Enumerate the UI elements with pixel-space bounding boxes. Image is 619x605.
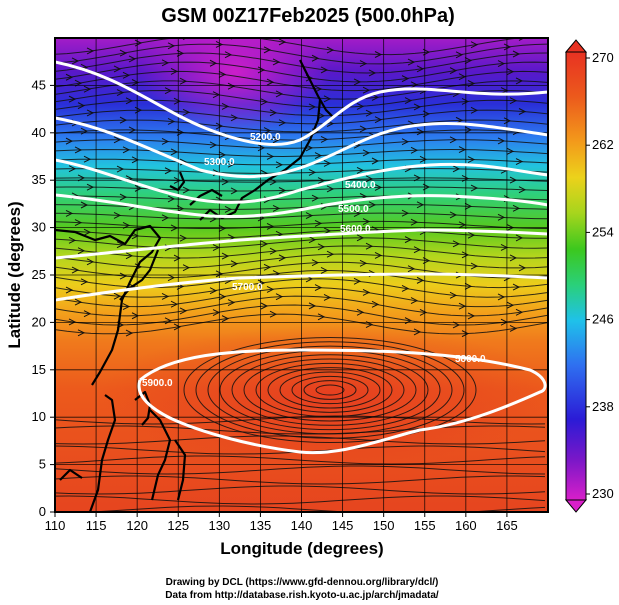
x-tick-label: 145 bbox=[332, 518, 354, 533]
streamline bbox=[315, 384, 345, 396]
streamline bbox=[183, 336, 477, 444]
y-tick-label: 5 bbox=[39, 457, 46, 472]
colorbar-top-arrow bbox=[564, 39, 588, 53]
x-tick-label: 110 bbox=[45, 518, 66, 533]
streamline bbox=[291, 375, 369, 405]
streamline bbox=[243, 358, 417, 422]
colorbar-tick-label: 270 bbox=[592, 50, 614, 65]
height-contours bbox=[55, 60, 548, 455]
y-tick-label: 15 bbox=[32, 362, 46, 377]
x-tick-label: 165 bbox=[496, 518, 518, 533]
colorbar-tick-label: 230 bbox=[592, 486, 614, 501]
x-axis-label: Longitude (degrees) bbox=[220, 539, 383, 558]
streamline bbox=[55, 475, 546, 485]
streamline bbox=[55, 455, 546, 465]
x-tick-label: 125 bbox=[167, 518, 189, 533]
colorbar-tick-label: 262 bbox=[592, 137, 614, 152]
colorbar: 270 262 254 246 238 230 bbox=[564, 39, 614, 513]
streamline bbox=[207, 345, 453, 435]
contour-label: 5300.0 bbox=[204, 157, 235, 168]
colorbar-bottom-arrow bbox=[564, 499, 588, 513]
streamline bbox=[55, 425, 546, 435]
x-axis: 110 115 120 125 130 135 140 145 150 155 160 165 bbox=[45, 512, 518, 533]
x-tick-label: 140 bbox=[291, 518, 313, 533]
x-tick-label: 160 bbox=[455, 518, 477, 533]
streamline bbox=[231, 354, 429, 426]
streamline bbox=[55, 435, 546, 445]
colorbar-ticks: 270 262 254 246 238 230 bbox=[586, 50, 614, 501]
colorbar-tick-label: 254 bbox=[592, 224, 614, 239]
y-tick-label: 20 bbox=[32, 314, 46, 329]
streamline bbox=[267, 367, 393, 413]
contour-label: 5200.0 bbox=[250, 132, 281, 143]
x-tick-label: 135 bbox=[250, 518, 272, 533]
plot-area bbox=[55, 38, 548, 512]
chart-title: GSM 00Z17Feb2025 (500.0hPa) bbox=[161, 5, 454, 27]
streamline bbox=[55, 465, 546, 475]
credit-data: Data from http://database.rish.kyoto-u.a… bbox=[165, 590, 439, 601]
y-tick-label: 30 bbox=[32, 220, 46, 235]
y-tick-label: 45 bbox=[32, 77, 46, 92]
credit-drawing: Drawing by DCL (https://www.gfd-dennou.o… bbox=[166, 577, 439, 588]
streamline bbox=[219, 349, 441, 431]
colorbar-tick-label: 246 bbox=[592, 312, 614, 327]
streamline bbox=[55, 495, 546, 505]
streamline bbox=[303, 380, 357, 400]
wind-arrow bbox=[518, 38, 526, 41]
contour-label: 5900.0 bbox=[142, 378, 173, 389]
colorbar-gradient bbox=[565, 51, 587, 501]
x-tick-label: 115 bbox=[86, 518, 107, 533]
streamline bbox=[84, 505, 546, 512]
x-tick-label: 155 bbox=[414, 518, 436, 533]
contour-label: 5500.0 bbox=[338, 204, 369, 215]
contour-labels: 5200.0 5300.0 5400.0 5500.0 5600.0 5700.… bbox=[142, 132, 486, 389]
x-tick-label: 120 bbox=[126, 518, 148, 533]
contour-label: 5400.0 bbox=[345, 180, 376, 191]
streamline bbox=[55, 485, 546, 495]
contour-label: 5800.0 bbox=[455, 354, 486, 365]
x-tick-label: 150 bbox=[373, 518, 395, 533]
y-tick-label: 25 bbox=[32, 267, 46, 282]
streamline bbox=[255, 362, 405, 418]
y-tick-label: 0 bbox=[39, 504, 46, 519]
streamline bbox=[279, 371, 381, 409]
y-axis-label: Latitude (degrees) bbox=[5, 201, 24, 348]
x-tick-label: 130 bbox=[208, 518, 230, 533]
y-axis: 0 5 10 15 20 25 30 35 40 45 bbox=[32, 77, 55, 519]
y-tick-label: 40 bbox=[32, 125, 46, 140]
colorbar-tick-label: 238 bbox=[592, 399, 614, 414]
y-tick-label: 10 bbox=[32, 409, 46, 424]
contour-label: 5600.0 bbox=[340, 224, 371, 235]
contour-label: 5700.0 bbox=[232, 282, 263, 293]
y-tick-label: 35 bbox=[32, 172, 46, 187]
